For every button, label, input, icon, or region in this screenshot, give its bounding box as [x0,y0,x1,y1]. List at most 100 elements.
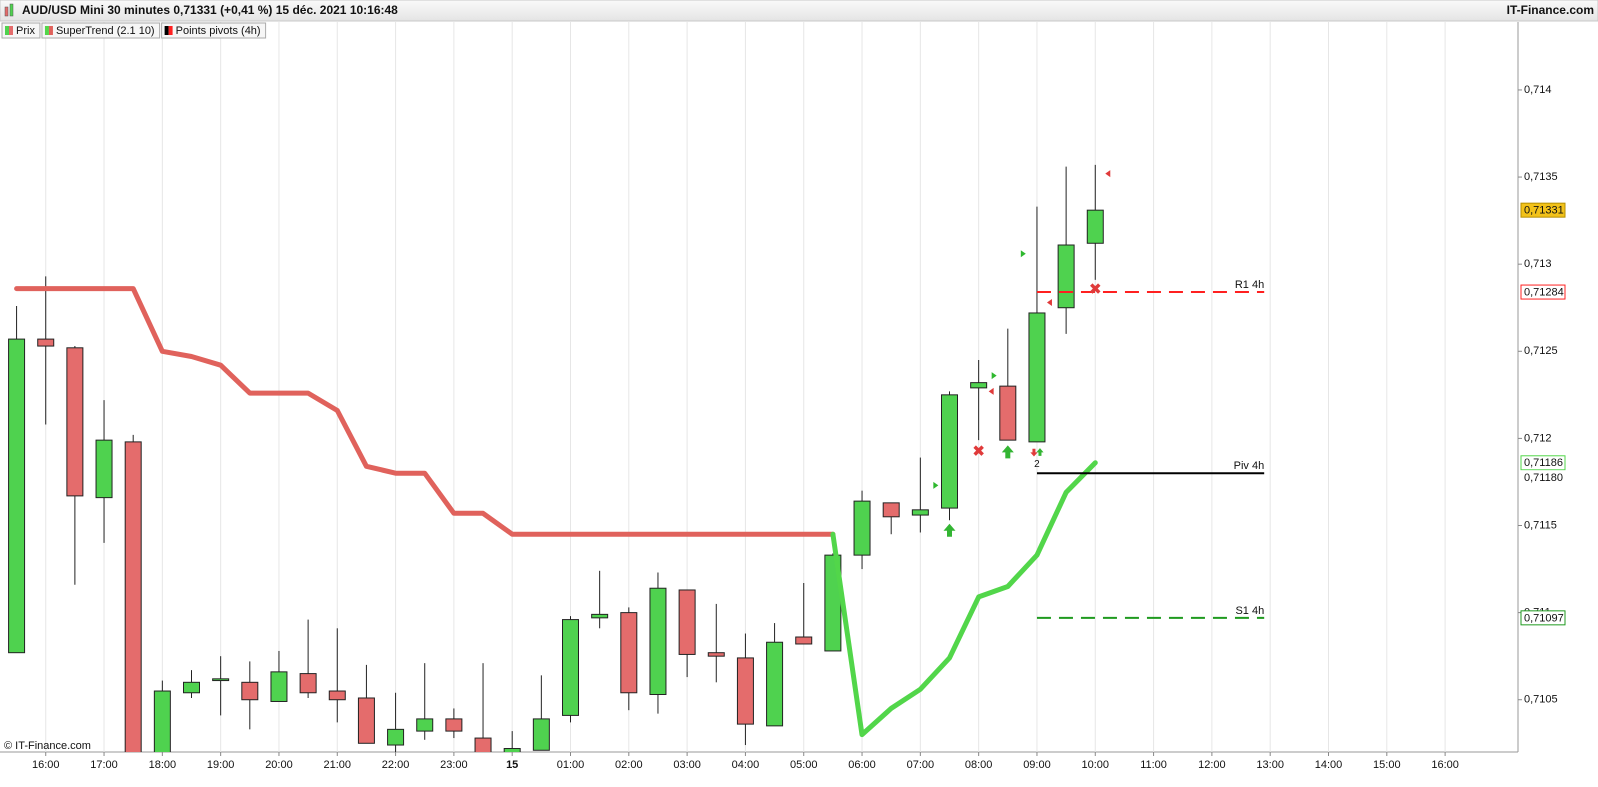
candle-body [37,338,55,347]
candle-body [474,737,492,752]
value-label: 0,71331 [1524,205,1564,217]
candle-body [941,394,958,509]
legend-swatch [164,26,169,35]
y-tick-label: 0,7135 [1524,171,1558,183]
candle-body [387,728,405,746]
candle-body [736,657,754,725]
x-tick-label: 14:00 [1315,759,1343,771]
x-tick-label: 04:00 [732,759,760,771]
y-tick-label: 0,7105 [1524,694,1558,706]
candle-body [707,652,725,657]
x-tick-label: 18:00 [149,759,177,771]
legend-item [161,22,267,39]
y-tick-label: 0,713 [1524,258,1552,270]
legend-label: SuperTrend (2.1 10) [56,25,155,37]
value-label-box [1520,202,1566,218]
x-tick-label: 22:00 [382,759,410,771]
x-tick-label: 12:00 [1198,759,1226,771]
buy-arrow [943,523,956,537]
value-label: 0,71186 [1524,457,1563,469]
candle-body [911,509,929,516]
supertrend-line [830,460,1098,738]
source: IT-Finance.com [1507,3,1594,17]
x-tick-label: 06:00 [848,759,876,771]
y-tick-label: 0,7115 [1524,519,1557,531]
candle-body [970,382,988,389]
candle-body [445,718,463,732]
legend-item [41,22,161,39]
candle-body [795,636,813,645]
candle-body [678,589,696,655]
signal-count: 2 [1034,459,1040,470]
sell-arrow [1030,448,1038,457]
x-tick-label: 20:00 [265,759,293,771]
legend: Prix SuperTrend (2.1 10) Points pivots (4h… [1,22,267,39]
supertrend-line [14,286,836,537]
x-tick-label: 13:00 [1256,759,1284,771]
candle-body [124,441,142,752]
sell-cross [973,445,984,456]
value-label-box [1520,284,1566,300]
candle-body [270,671,288,702]
candle-body [241,681,259,701]
candle-body [212,678,230,682]
up-triangle [1020,250,1026,258]
x-tick-label: 21:00 [324,759,352,771]
value-label: 0,71180 [1524,472,1563,484]
candle-body [882,502,900,518]
legend-label: Points pivots (4h) [176,25,261,37]
y-tick-label: 0,712 [1524,432,1552,444]
x-tick-label: 07:00 [907,759,935,771]
candle-body [853,500,871,556]
value-label-box [1520,455,1566,471]
x-tick-label: 11:00 [1140,759,1167,771]
up-triangle [933,481,939,489]
x-tick-label: 08:00 [965,759,993,771]
header-icon [4,3,14,17]
legend-label: Prix [16,25,35,37]
x-tick-label: 23:00 [440,759,468,771]
candle-body [328,690,346,701]
watermark: © IT-Finance.com [4,740,91,752]
pivot-label: S1 4h [1235,605,1264,617]
x-tick-label: 15:00 [1373,759,1401,771]
x-tick-label: 15 [506,759,518,771]
candle-body [532,718,550,751]
up-triangle [991,372,997,380]
down-triangle [988,387,994,395]
candle-body [999,385,1017,441]
candle-body [416,718,434,732]
legend-swatch [44,26,49,35]
sell-cross [1090,283,1101,294]
legend-swatch [9,26,13,35]
candle-body [503,748,521,752]
y-tick-label: 0,714 [1524,84,1552,96]
x-tick-label: 17:00 [90,759,118,771]
x-tick-label: 03:00 [673,759,701,771]
x-tick-label: 05:00 [790,759,818,771]
header-bar [0,0,1598,22]
x-tick-label: 09:00 [1023,759,1051,771]
x-tick-label: 16:00 [1431,759,1459,771]
candle-body [766,641,784,727]
candle-body [357,697,375,744]
candle-body [620,612,638,694]
candle-body [591,613,609,619]
candle-body [95,439,113,499]
chart-title: AUD/USD Mini 30 minutes 0,71331 (+0,41 %… [22,3,398,17]
value-label-box [1520,610,1566,626]
legend-swatch [5,26,9,35]
y-tick-label: 0,7125 [1524,345,1558,357]
candle-body [649,587,667,696]
candle-body [8,338,26,654]
candle-body [66,347,84,497]
candle-body [1057,244,1075,309]
value-label: 0,71097 [1524,612,1564,624]
grid [45,22,1446,752]
buy-arrow [1036,448,1044,456]
x-tick-label: 01:00 [557,759,585,771]
axes: 16:00 17:00 18:00 19:00 20:00 21:00 22:00 23:00… [32,84,1566,771]
legend-swatch [48,26,53,35]
x-tick-label: 10:00 [1082,759,1110,771]
